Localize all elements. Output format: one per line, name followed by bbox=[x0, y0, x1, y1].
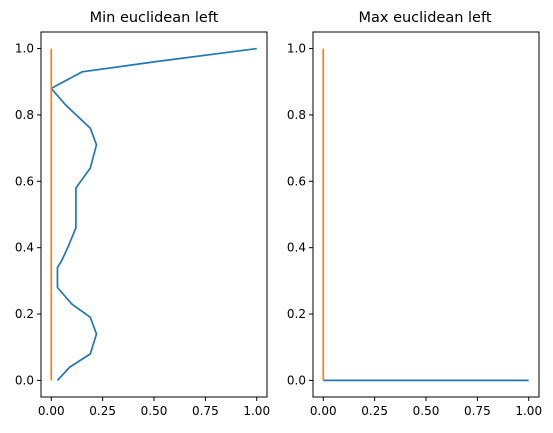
x-tick-label: 0.25 bbox=[89, 404, 116, 418]
subplot-min-euclidean-left: Min euclidean left 0.00 0.25 0.50 0.75 1.00 0… bbox=[15, 10, 270, 418]
y-tick-label: 0.6 bbox=[287, 174, 306, 188]
series-line-1 bbox=[50, 47, 257, 381]
y-tick-label: 0.4 bbox=[287, 241, 306, 255]
y-tick-label: 0.2 bbox=[15, 307, 34, 321]
y-tick-label: 0.0 bbox=[287, 373, 306, 387]
x-tick-label: 0.50 bbox=[141, 404, 168, 418]
x-tick-label: 0.50 bbox=[413, 404, 440, 418]
x-tick-label: 1.00 bbox=[515, 404, 542, 418]
subplot-max-euclidean-left: Max euclidean left 0.00 0.25 0.50 0.75 1.00 0… bbox=[287, 10, 542, 418]
y-tick-label: 0.2 bbox=[287, 307, 306, 321]
axes-frame bbox=[312, 31, 540, 398]
x-tick-label: 1.00 bbox=[243, 404, 270, 418]
x-tick-label: 0.00 bbox=[310, 404, 337, 418]
axes-frame bbox=[40, 31, 268, 398]
y-tick-label: 0.8 bbox=[287, 108, 306, 122]
y-tick-label: 0.4 bbox=[15, 241, 34, 255]
x-tick-label: 0.75 bbox=[192, 404, 219, 418]
chart-title: Max euclidean left bbox=[358, 10, 491, 26]
y-tick-label: 1.0 bbox=[287, 42, 306, 56]
y-tick-label: 0.0 bbox=[15, 373, 34, 387]
chart-title: Min euclidean left bbox=[90, 10, 219, 26]
y-tick-label: 0.8 bbox=[15, 108, 34, 122]
y-tick-label: 1.0 bbox=[15, 42, 34, 56]
x-tick-label: 0.75 bbox=[464, 404, 491, 418]
x-tick-label: 0.25 bbox=[361, 404, 388, 418]
y-tick-label: 0.6 bbox=[15, 174, 34, 188]
x-tick-label: 0.00 bbox=[38, 404, 65, 418]
